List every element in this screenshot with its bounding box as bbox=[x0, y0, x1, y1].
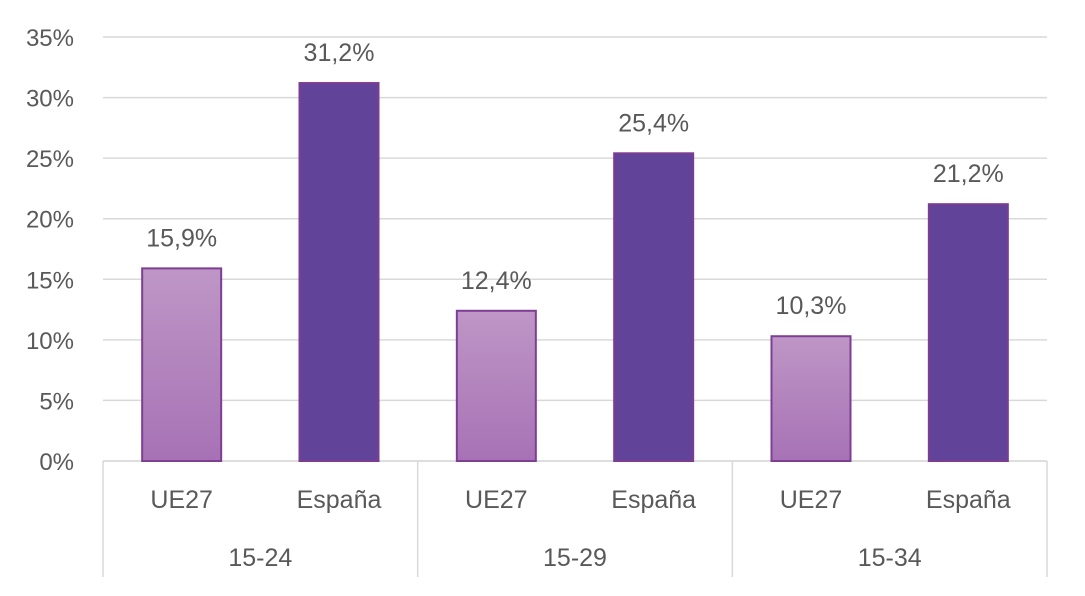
group-labels: 15-24 15-29 15-34 bbox=[228, 544, 921, 572]
bar-espana bbox=[927, 203, 1009, 462]
group-label: 15-29 bbox=[543, 544, 607, 572]
bar-ue27 bbox=[770, 335, 852, 463]
category-label: UE27 bbox=[780, 486, 843, 514]
y-axis-tick-labels: 0% 5% 10% 15% 20% 25% 30% 35% bbox=[26, 25, 74, 476]
category-label: UE27 bbox=[150, 486, 213, 514]
y-tick-label: 35% bbox=[26, 25, 74, 52]
data-label: 21,2% bbox=[933, 160, 1004, 188]
category-label: España bbox=[611, 486, 696, 514]
y-tick-label: 5% bbox=[39, 388, 74, 415]
x-axis bbox=[102, 460, 1048, 577]
data-label: 15,9% bbox=[146, 224, 217, 252]
bar-ue27 bbox=[455, 309, 537, 463]
category-label: España bbox=[926, 486, 1011, 514]
data-labels: 15,9% 31,2% 12,4% 25,4% 10,3% 21,2% bbox=[146, 39, 1004, 320]
y-tick-label: 10% bbox=[26, 328, 74, 355]
data-label: 25,4% bbox=[618, 109, 689, 137]
category-label: España bbox=[297, 486, 382, 514]
category-label: UE27 bbox=[465, 486, 528, 514]
data-label: 12,4% bbox=[461, 267, 532, 295]
bars bbox=[141, 82, 1009, 463]
y-tick-label: 30% bbox=[26, 86, 74, 113]
y-tick-label: 0% bbox=[39, 449, 74, 476]
y-tick-label: 20% bbox=[26, 207, 74, 234]
gridlines bbox=[103, 36, 1047, 462]
y-tick-label: 15% bbox=[26, 267, 74, 294]
category-labels: UE27 España UE27 España UE27 España bbox=[150, 486, 1010, 514]
group-label: 15-34 bbox=[858, 544, 922, 572]
group-label: 15-24 bbox=[228, 544, 292, 572]
y-tick-label: 25% bbox=[26, 146, 74, 173]
data-label: 31,2% bbox=[304, 39, 375, 67]
bar-espana bbox=[298, 82, 380, 463]
bar-espana bbox=[613, 152, 695, 462]
bar-ue27 bbox=[141, 267, 223, 462]
data-label: 10,3% bbox=[776, 292, 847, 320]
